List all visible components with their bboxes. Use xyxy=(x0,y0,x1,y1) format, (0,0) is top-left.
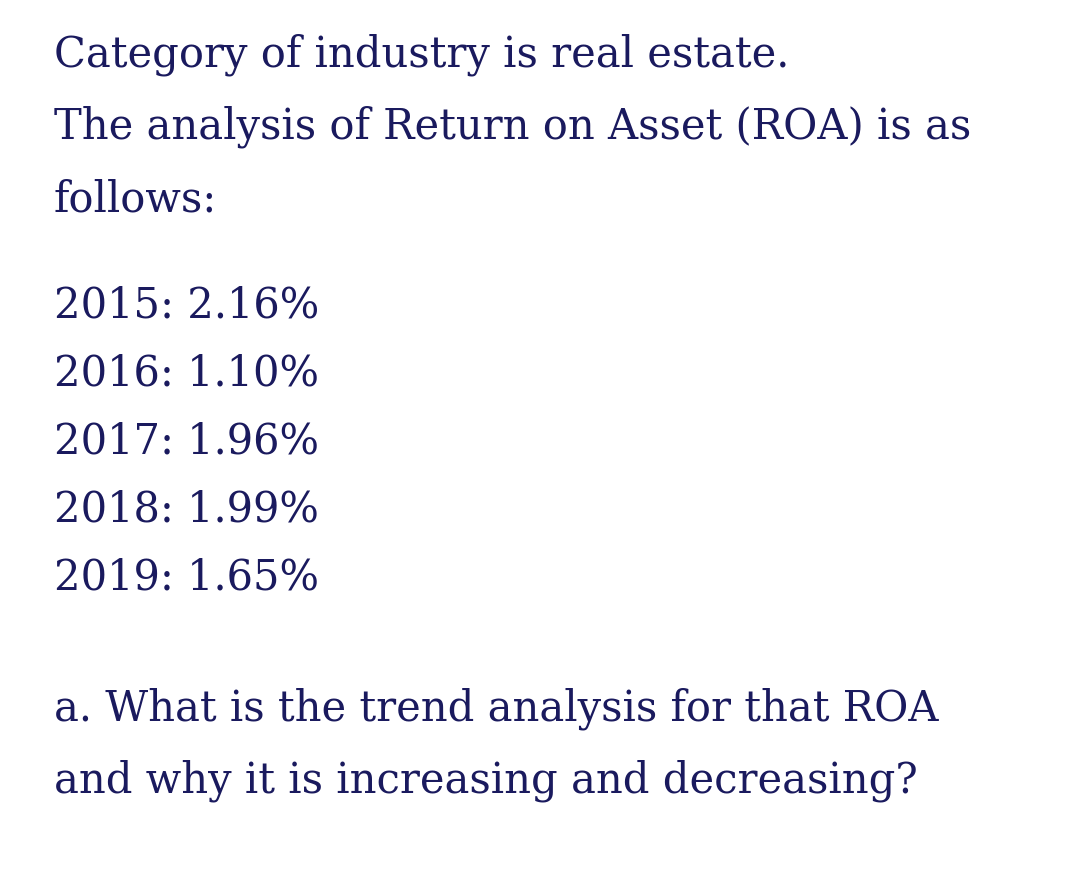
Text: 2017: 1.96%: 2017: 1.96% xyxy=(54,420,319,463)
Text: 2016: 1.10%: 2016: 1.10% xyxy=(54,352,319,395)
Text: 2019: 1.65%: 2019: 1.65% xyxy=(54,556,319,598)
Text: The analysis of Return on Asset (ROA) is as: The analysis of Return on Asset (ROA) is… xyxy=(54,106,971,148)
Text: a. What is the trend analysis for that ROA: a. What is the trend analysis for that R… xyxy=(54,687,939,729)
Text: Category of industry is real estate.: Category of industry is real estate. xyxy=(54,33,789,76)
Text: and why it is increasing and decreasing?: and why it is increasing and decreasing? xyxy=(54,759,917,802)
Text: follows:: follows: xyxy=(54,178,217,220)
Text: 2018: 1.99%: 2018: 1.99% xyxy=(54,488,319,530)
Text: 2015: 2.16%: 2015: 2.16% xyxy=(54,285,319,327)
